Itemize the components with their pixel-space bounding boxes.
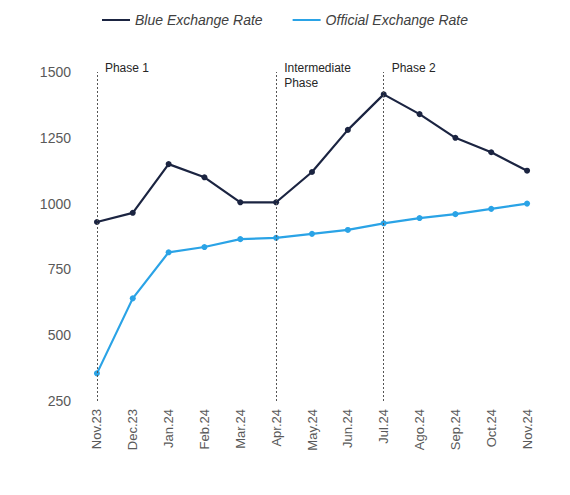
svg-text:1250: 1250 [40,130,71,146]
svg-text:1000: 1000 [40,196,71,212]
svg-text:Feb.24: Feb.24 [197,409,212,449]
svg-text:Sep.24: Sep.24 [448,409,463,450]
svg-text:Dec.23: Dec.23 [125,409,140,450]
svg-text:Official Exchange Rate: Official Exchange Rate [326,12,469,28]
svg-text:Ago.24: Ago.24 [412,409,427,450]
svg-text:Jan.24: Jan.24 [161,409,176,448]
svg-text:Jul.24: Jul.24 [376,409,391,444]
svg-text:Phase: Phase [284,76,318,90]
svg-text:Nov.24: Nov.24 [520,409,535,449]
svg-text:Phase 1: Phase 1 [105,61,149,75]
svg-text:Intermediate: Intermediate [284,61,354,75]
svg-text:May.24: May.24 [305,409,320,451]
svg-text:500: 500 [48,327,72,343]
svg-text:Mar.24: Mar.24 [233,409,248,449]
svg-text:750: 750 [48,261,72,277]
svg-text:Jun.24: Jun.24 [340,409,355,448]
svg-text:Apr.24: Apr.24 [269,409,284,447]
svg-text:250: 250 [48,393,72,409]
svg-text:1500: 1500 [40,64,71,80]
svg-text:Blue Exchange Rate: Blue Exchange Rate [135,12,263,28]
svg-text:Oct.24: Oct.24 [484,409,499,447]
svg-text:Phase 2: Phase 2 [392,61,436,75]
svg-text:Nov.23: Nov.23 [89,409,104,449]
